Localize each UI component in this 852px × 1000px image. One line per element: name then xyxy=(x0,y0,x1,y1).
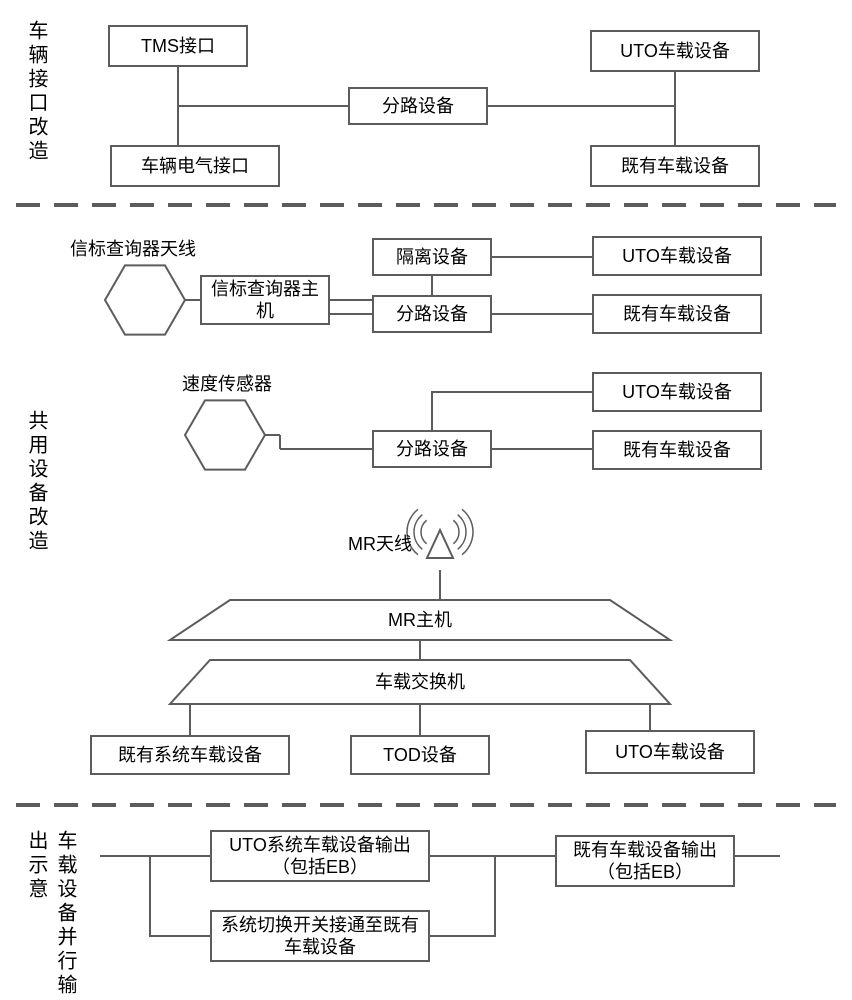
node-uto_out: UTO系统车载设备输出（包括EB） xyxy=(210,830,430,882)
node-exist3: 既有车载设备 xyxy=(592,430,762,470)
node-sw_note: 系统切换开关接通至既有车载设备 xyxy=(210,910,430,962)
node-split2: 分路设备 xyxy=(372,295,492,333)
node-switch: 车载交换机 xyxy=(170,660,670,704)
node-uto2: UTO车载设备 xyxy=(592,236,762,276)
node-exist2: 既有车载设备 xyxy=(592,294,762,334)
node-uto4: UTO车载设备 xyxy=(585,730,755,774)
node-exist1: 既有车载设备 xyxy=(590,145,760,187)
label-speed_lbl: 速度传感器 xyxy=(182,370,272,396)
node-iso: 隔离设备 xyxy=(372,238,492,276)
section-label-s1: 车辆接口改造 xyxy=(22,20,51,164)
node-mr_host: MR主机 xyxy=(170,600,670,640)
section-label-s3: 车载设备并行输出示意 xyxy=(22,830,80,1000)
node-elec: 车辆电气接口 xyxy=(110,145,280,187)
node-split3: 分路设备 xyxy=(372,430,492,468)
label-mr_ant_lbl: MR天线 xyxy=(348,530,412,556)
node-uto3: UTO车载设备 xyxy=(592,372,762,412)
node-tms: TMS接口 xyxy=(108,25,248,67)
diagram-stage: TMS接口UTO车载设备分路设备车辆电气接口既有车载设备信标查询器天线信标查询器… xyxy=(0,0,852,1000)
label-beacon_ant_lbl: 信标查询器天线 xyxy=(70,235,196,261)
node-uto1: UTO车载设备 xyxy=(590,30,760,72)
node-tod: TOD设备 xyxy=(350,735,490,775)
node-sys_exist: 既有系统车载设备 xyxy=(90,735,290,775)
node-beacon_host: 信标查询器主机 xyxy=(200,275,330,325)
node-exist_out: 既有车载设备输出（包括EB） xyxy=(555,835,735,887)
node-split1: 分路设备 xyxy=(348,87,488,125)
section-label-s2: 共用设备改造 xyxy=(22,410,51,554)
